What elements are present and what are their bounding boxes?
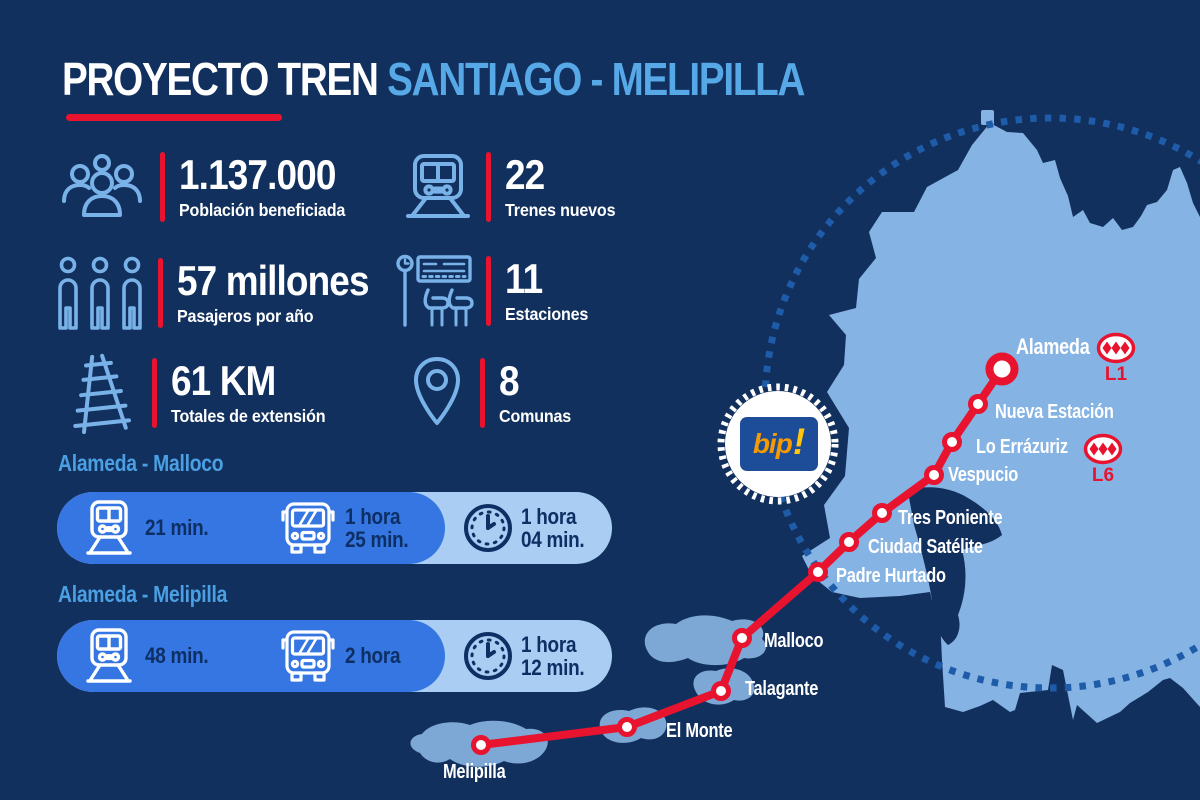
train-icon <box>83 492 135 564</box>
bus-time-line1: 2 hora <box>345 643 401 669</box>
route-pill-alameda-melipilla: 48 min. 2 hora <box>57 620 612 692</box>
people-group-icon <box>56 151 148 223</box>
station-dot-malloco <box>732 628 752 648</box>
stat-comunas: 8 Comunas <box>406 356 577 430</box>
stat-label: Estaciones <box>505 303 589 324</box>
title-corridor: SANTIAGO - MELIPILLA <box>387 53 805 105</box>
station-dot-vespucio <box>924 465 944 485</box>
stat-label: Totales de extensión <box>171 405 326 426</box>
stat-poblacion: 1.137.000 Población beneficiada <box>56 150 360 224</box>
station-label-tres-poniente: Tres Poniente <box>898 507 1003 529</box>
bus-icon <box>279 620 337 692</box>
bus-time-line1: 1 hora <box>345 503 401 529</box>
stat-divider <box>486 152 491 222</box>
route-title-alameda-melipilla: Alameda - Melipilla <box>58 581 228 607</box>
total-time-line2: 12 min. <box>521 655 585 680</box>
clock-icon <box>461 620 515 692</box>
train-time: 48 min. <box>145 643 209 669</box>
station-label-ciudad-satelite: Ciudad Satélite <box>868 536 983 558</box>
railway-track-icon <box>64 352 140 434</box>
map-region-shape <box>802 123 1200 723</box>
stat-label: Población beneficiada <box>179 199 346 220</box>
stat-label: Pasajeros por año <box>177 305 314 326</box>
bip-stamp-edge <box>717 383 839 505</box>
map-pin-icon <box>406 355 468 431</box>
train-icon <box>83 620 135 692</box>
stat-divider <box>158 258 163 328</box>
stat-estaciones: 11 Estaciones <box>392 254 595 328</box>
station-dot-talagante <box>711 681 731 701</box>
metro-line-l6-label: L6 <box>1091 465 1115 486</box>
station-dot-el-monte <box>617 717 637 737</box>
bus-time-line2: 25 min. <box>345 527 409 552</box>
route-pill-alameda-malloco: 21 min. 1 hora 25 min. <box>57 492 612 564</box>
route-title-alameda-malloco: Alameda - Malloco <box>58 450 224 476</box>
station-label-padre-hurtado: Padre Hurtado <box>836 565 946 587</box>
metro-line-l1-label: L1 <box>1104 364 1128 385</box>
dotted-ring <box>761 114 1200 692</box>
station-label-talagante: Talagante <box>745 678 819 700</box>
bip-logo: bip ! <box>740 417 818 471</box>
metro-logo-l6-icon <box>1083 433 1123 465</box>
stat-divider <box>480 358 485 428</box>
station-icon <box>392 254 474 328</box>
bip-logo-text: bip <box>752 428 793 459</box>
title-underline <box>66 114 282 121</box>
stat-value: 61 KM <box>171 356 276 404</box>
metro-logo-l1-icon <box>1096 332 1136 364</box>
bus-icon <box>279 492 337 564</box>
station-label-vespucio: Vespucio <box>948 464 1019 486</box>
total-time-line1: 1 hora <box>521 503 577 529</box>
stat-value: 22 <box>505 150 545 198</box>
page-title: PROYECTO TREN SANTIAGO - MELIPILLA <box>62 52 805 106</box>
station-label-el-monte: El Monte <box>666 720 733 742</box>
stat-divider <box>486 256 491 326</box>
station-dot-tres-poniente <box>872 503 892 523</box>
station-label-alameda: Alameda <box>1016 334 1090 359</box>
stat-value: 57 millones <box>177 256 370 304</box>
stat-value: 8 <box>499 356 520 404</box>
stat-divider <box>152 358 157 428</box>
clock-icon <box>461 492 515 564</box>
stat-pasajeros: 57 millones Pasajeros por año <box>54 256 395 330</box>
stat-value: 1.137.000 <box>179 150 336 198</box>
stat-label: Trenes nuevos <box>505 199 616 220</box>
station-dot-lo-errazuriz <box>942 432 962 452</box>
stat-extension: 61 KM Totales de extensión <box>64 353 339 434</box>
station-dot-ciudad-satelite <box>839 532 859 552</box>
station-dot-alameda <box>985 352 1019 386</box>
map-inner-dark-area <box>908 487 1002 645</box>
passengers-icon <box>54 256 146 330</box>
stat-label: Comunas <box>499 405 572 426</box>
station-dot-nueva-estacion <box>968 394 988 414</box>
total-time-line2: 04 min. <box>521 527 585 552</box>
title-project: PROYECTO TREN <box>62 53 379 105</box>
station-label-nueva-estacion: Nueva Estación <box>995 401 1114 423</box>
total-time-line1: 1 hora <box>521 631 577 657</box>
stat-value: 11 <box>505 254 543 302</box>
train-front-icon <box>402 152 474 222</box>
station-label-lo-errazuriz: Lo Errázuriz <box>976 436 1068 458</box>
stat-divider <box>160 152 165 222</box>
station-label-malloco: Malloco <box>764 630 824 652</box>
train-time: 21 min. <box>145 515 209 541</box>
station-dot-padre-hurtado <box>808 562 828 582</box>
station-dot-melipilla <box>471 735 491 755</box>
bip-logo-exclamation: ! <box>792 421 806 462</box>
station-label-melipilla: Melipilla <box>443 761 506 783</box>
stat-trenes: 22 Trenes nuevos <box>402 150 625 224</box>
